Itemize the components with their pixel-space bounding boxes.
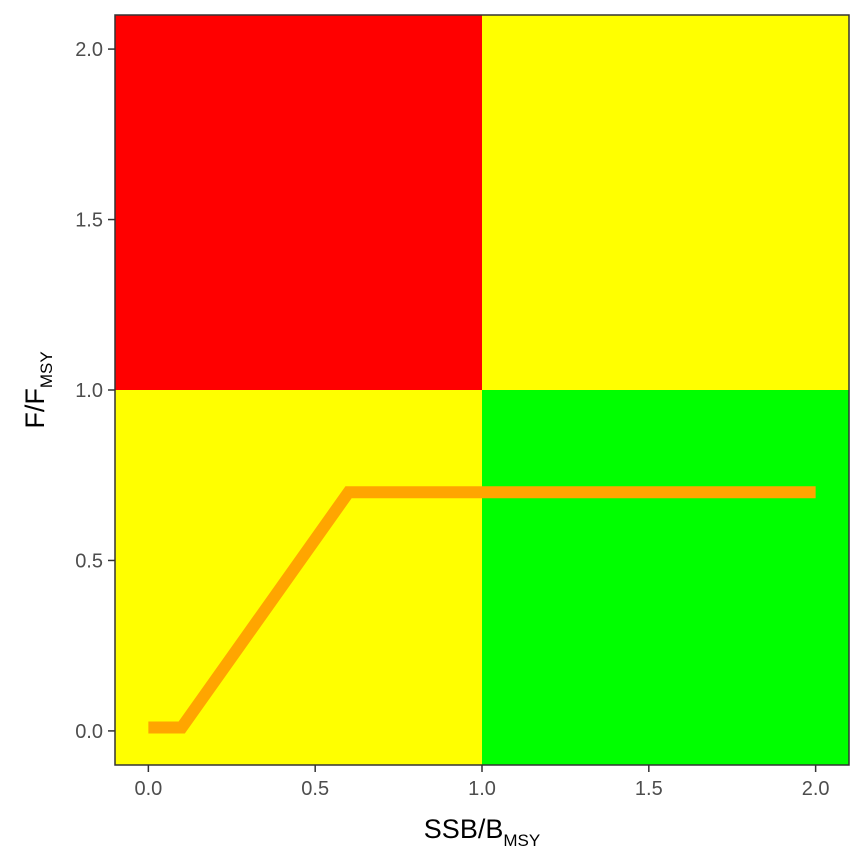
- series-layer: [148, 486, 816, 734]
- x-tick-label: 1.0: [468, 778, 496, 800]
- x-tick-label: 1.5: [635, 778, 663, 800]
- x-tick-label: 0.0: [134, 778, 162, 800]
- region-2: [115, 390, 482, 765]
- y-tick-label: 1.0: [75, 380, 103, 402]
- y-tick-label: 0.0: [75, 721, 103, 743]
- quadrant-regions: [115, 15, 849, 765]
- y-tick-label: 2.0: [75, 39, 103, 61]
- region-3: [482, 390, 849, 765]
- y-tick-label: 0.5: [75, 550, 103, 572]
- y-tick-label: 1.5: [75, 210, 103, 232]
- x-axis-title: SSB/BMSY: [424, 814, 540, 850]
- x-axis: 0.0 0.5 1.0 1.5 2.0: [134, 765, 830, 800]
- region-1: [482, 15, 849, 390]
- y-axis-title: F/FMSY: [20, 351, 56, 428]
- y-axis-title-main: F/F: [20, 388, 50, 429]
- x-tick-label: 2.0: [802, 778, 830, 800]
- series-line-0: [148, 486, 816, 734]
- y-axis: 0.0 0.5 1.0 1.5 2.0: [75, 39, 115, 743]
- y-axis-title-sub: MSY: [37, 351, 56, 388]
- x-tick-label: 0.5: [301, 778, 329, 800]
- x-axis-title-sub: MSY: [503, 831, 540, 850]
- region-0: [115, 15, 482, 390]
- x-axis-title-main: SSB/B: [424, 814, 504, 844]
